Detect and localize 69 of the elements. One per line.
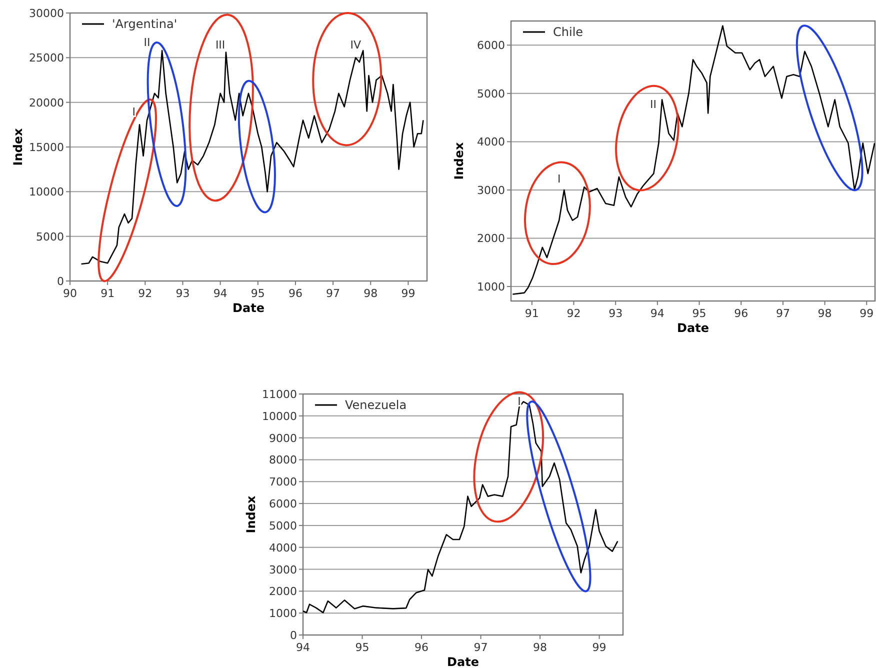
x-tick-label: 96 [734, 307, 748, 320]
y-tick-label: 6000 [269, 498, 297, 511]
annotation: II [650, 98, 657, 111]
y-axis-title: Index [244, 496, 258, 534]
x-tick-label: 97 [474, 641, 488, 654]
y-tick-label: 3000 [477, 184, 505, 197]
y-tick-label: 11000 [262, 388, 297, 401]
x-tick-label: 98 [533, 641, 548, 654]
y-tick-label: 0 [57, 275, 64, 288]
line-series [303, 401, 618, 614]
y-tick-label: 1000 [269, 607, 297, 620]
x-axis-title: Date [447, 655, 479, 668]
x-axis-title: Date [677, 321, 709, 335]
annotation: I [518, 394, 521, 408]
x-tick-label: 96 [414, 641, 429, 654]
y-tick-label: 9000 [269, 432, 297, 445]
y-tick-label: 10000 [262, 410, 297, 423]
x-tick-label: 92 [566, 307, 581, 320]
legend-label: Venezuela [345, 398, 407, 412]
y-tick-label: 3000 [269, 563, 297, 576]
y-tick-label: 15000 [29, 141, 64, 154]
y-axis-title: Index [452, 142, 466, 180]
x-tick-label: 92 [138, 287, 152, 300]
y-tick-label: 8000 [269, 454, 297, 467]
x-tick-label: 99 [860, 307, 874, 320]
x-tick-label: 90 [63, 287, 77, 300]
y-tick-label: 30000 [29, 7, 64, 20]
y-tick-label: 2000 [269, 585, 297, 598]
x-tick-label: 91 [100, 287, 115, 300]
x-tick-label: 93 [176, 287, 190, 300]
legend-label: 'Argentina' [112, 17, 178, 31]
annotation: III [215, 38, 226, 52]
y-tick-label: 10000 [29, 186, 64, 199]
annotation: I [557, 172, 561, 186]
y-tick-label: 0 [290, 629, 297, 642]
y-tick-label: 4000 [269, 541, 297, 554]
y-axis-title: Index [11, 128, 25, 166]
x-tick-label: 98 [364, 287, 378, 300]
x-tick-label: 97 [326, 287, 340, 300]
x-tick-label: 94 [213, 287, 228, 300]
x-tick-label: 91 [524, 307, 539, 320]
x-tick-label: 98 [818, 307, 832, 320]
x-tick-label: 95 [355, 641, 370, 654]
y-tick-label: 6000 [477, 39, 505, 52]
y-tick-label: 7000 [269, 476, 297, 489]
line-series [80, 50, 424, 265]
y-tick-label: 5000 [36, 230, 64, 244]
x-tick-label: 99 [592, 641, 606, 654]
annotation: I [132, 106, 136, 119]
y-tick-label: 20000 [29, 96, 64, 110]
x-tick-label: 94 [650, 307, 664, 320]
line-series [512, 25, 875, 295]
y-tick-label: 2000 [477, 232, 505, 246]
x-axis-title: Date [232, 301, 264, 315]
annotation: IV [350, 38, 362, 52]
y-tick-label: 4000 [477, 136, 505, 149]
legend-label: Chile [553, 25, 584, 39]
x-tick-label: 99 [401, 287, 416, 300]
y-tick-label: 5000 [477, 87, 505, 100]
x-tick-label: 96 [288, 287, 302, 300]
y-tick-label: 25000 [29, 52, 64, 65]
x-tick-label: 95 [250, 287, 265, 300]
x-tick-label: 94 [296, 641, 310, 654]
annotation: II [144, 36, 150, 50]
y-tick-label: 5000 [269, 519, 297, 532]
x-tick-label: 95 [692, 307, 706, 320]
y-tick-label: 1000 [477, 280, 505, 294]
x-tick-label: 97 [776, 307, 790, 320]
x-tick-label: 93 [608, 307, 623, 320]
